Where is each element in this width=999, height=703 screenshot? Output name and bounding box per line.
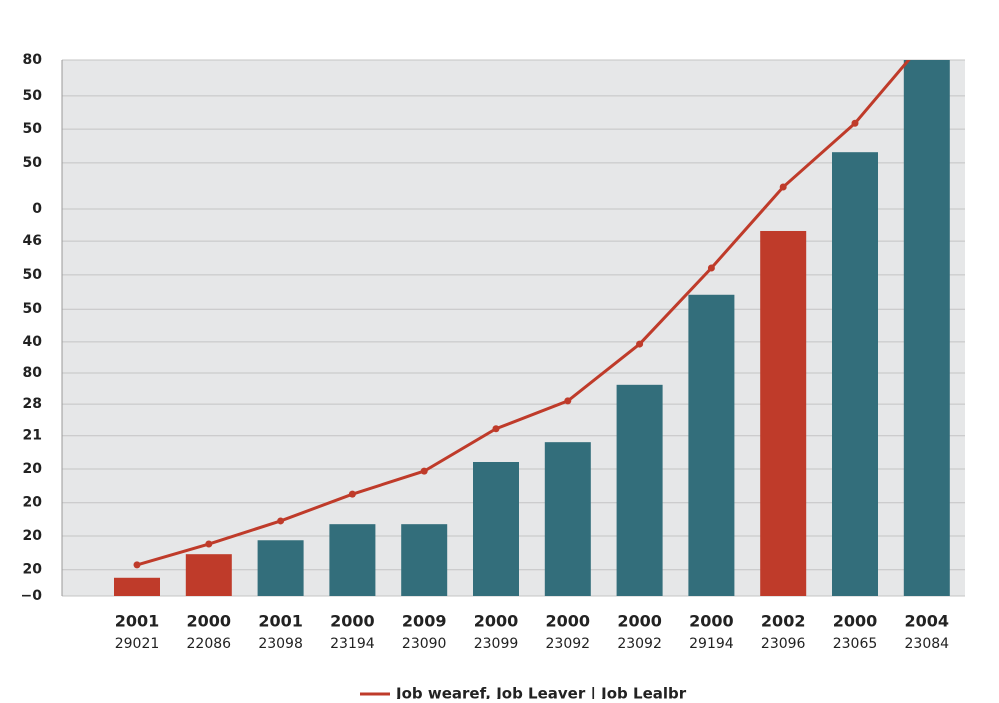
bar	[544, 442, 591, 596]
x-tick-label: 2000	[187, 612, 232, 631]
y-tick-label: −0	[21, 588, 43, 604]
y-tick-label: 20	[23, 562, 43, 578]
x-tick-label: 2001	[115, 612, 160, 631]
y-tick-label: 50	[23, 88, 43, 104]
y-tick-label: 46	[23, 233, 42, 249]
line-point	[779, 183, 787, 191]
y-tick-label: 28	[23, 396, 42, 412]
line-point	[707, 264, 715, 272]
x-tick-label: 2001	[258, 612, 303, 631]
x-tick-sublabel: 23092	[546, 636, 591, 652]
y-tick-label: 80	[23, 365, 43, 381]
y-tick-label: 50	[23, 155, 43, 171]
x-tick-sublabel: 23099	[474, 636, 519, 652]
x-tick-sublabel: 23096	[761, 636, 806, 652]
bar	[257, 540, 304, 596]
y-tick-label: 80	[23, 52, 43, 68]
y-tick-label: 20	[23, 528, 43, 544]
x-tick-label: 2002	[761, 612, 806, 631]
x-tick-sublabel: 23092	[617, 636, 662, 652]
x-tick-label: 2009	[402, 612, 447, 631]
line-point	[205, 540, 213, 548]
x-tick-sublabel: 23090	[402, 636, 447, 652]
bar	[832, 152, 878, 596]
x-tick-label: 2000	[546, 612, 591, 631]
x-tick-sublabel: 29021	[115, 636, 160, 652]
line-point	[348, 490, 356, 498]
line-point	[564, 397, 572, 405]
bar	[401, 524, 448, 596]
x-tick-sublabel: 23194	[330, 636, 375, 652]
line-point	[492, 425, 500, 433]
y-tick-label: 50	[23, 121, 43, 137]
line-point	[420, 467, 428, 475]
legend: Job wearef, Job Leaver | Job Lealbr	[360, 685, 687, 703]
x-tick-sublabel: 29194	[689, 636, 734, 652]
y-tick-label: 20	[23, 461, 43, 477]
bar	[329, 524, 376, 596]
y-tick-label: 20	[23, 495, 43, 511]
x-tick-label: 2000	[833, 612, 878, 631]
y-tick-label: 40	[23, 334, 43, 350]
line	[136, 60, 911, 567]
x-tick-sublabel: 23084	[905, 636, 950, 652]
legend-label: Job wearef, Job Leaver | Job Lealbr	[395, 685, 687, 700]
bar	[903, 60, 950, 596]
bar	[185, 554, 232, 596]
y-tick-label: 21	[23, 428, 42, 444]
x-tick-sublabel: 22086	[187, 636, 232, 652]
line-point	[851, 119, 859, 127]
bar	[473, 462, 519, 596]
line-point	[133, 561, 141, 569]
bar	[760, 230, 807, 596]
plot-clip	[114, 35, 950, 596]
x-tick-label: 2000	[330, 612, 375, 631]
y-tick-label: 0	[32, 201, 42, 217]
line-point	[636, 340, 644, 348]
y-tick-label: 50	[23, 301, 43, 317]
x-tick-label: 2000	[689, 612, 734, 631]
y-tick-label: 50	[23, 267, 43, 283]
bar	[688, 294, 735, 596]
line-point	[277, 517, 285, 525]
x-tick-label: 2000	[474, 612, 519, 631]
x-tick-label: 2000	[617, 612, 662, 631]
bar	[616, 384, 663, 596]
bar	[114, 577, 160, 596]
x-tick-sublabel: 23098	[258, 636, 303, 652]
x-tick-sublabel: 23065	[833, 636, 878, 652]
line-point	[923, 35, 930, 42]
x-tick-label: 2004	[905, 612, 950, 631]
